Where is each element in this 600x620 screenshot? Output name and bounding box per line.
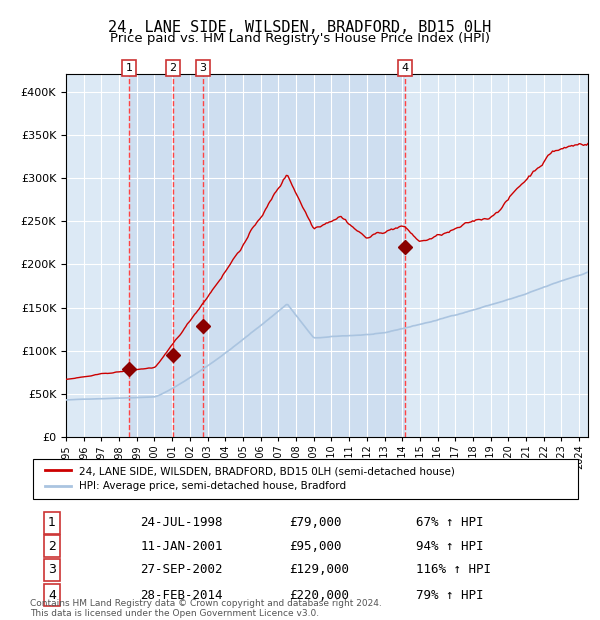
Text: 2: 2 <box>48 540 56 552</box>
Text: 116% ↑ HPI: 116% ↑ HPI <box>416 563 491 576</box>
FancyBboxPatch shape <box>33 459 578 498</box>
Text: Price paid vs. HM Land Registry's House Price Index (HPI): Price paid vs. HM Land Registry's House … <box>110 32 490 45</box>
Text: £95,000: £95,000 <box>289 540 342 552</box>
Text: 3: 3 <box>199 63 206 73</box>
Legend: 24, LANE SIDE, WILSDEN, BRADFORD, BD15 0LH (semi-detached house), HPI: Average p: 24, LANE SIDE, WILSDEN, BRADFORD, BD15 0… <box>41 462 460 495</box>
Text: 11-JAN-2001: 11-JAN-2001 <box>140 540 223 552</box>
Text: 27-SEP-2002: 27-SEP-2002 <box>140 563 223 576</box>
Text: 1: 1 <box>48 516 56 529</box>
Text: Contains HM Land Registry data © Crown copyright and database right 2024.
This d: Contains HM Land Registry data © Crown c… <box>30 599 382 618</box>
Text: 67% ↑ HPI: 67% ↑ HPI <box>416 516 484 529</box>
Text: 24-JUL-1998: 24-JUL-1998 <box>140 516 223 529</box>
Text: 94% ↑ HPI: 94% ↑ HPI <box>416 540 484 552</box>
Text: 4: 4 <box>401 63 409 73</box>
Text: 24, LANE SIDE, WILSDEN, BRADFORD, BD15 0LH: 24, LANE SIDE, WILSDEN, BRADFORD, BD15 0… <box>109 20 491 35</box>
Bar <box>129 74 405 437</box>
Text: 4: 4 <box>48 589 56 602</box>
Text: 3: 3 <box>48 563 56 576</box>
Text: 28-FEB-2014: 28-FEB-2014 <box>140 589 223 602</box>
Text: 1: 1 <box>125 63 133 73</box>
Text: 79% ↑ HPI: 79% ↑ HPI <box>416 589 484 602</box>
Text: £129,000: £129,000 <box>289 563 349 576</box>
Text: 2: 2 <box>169 63 176 73</box>
Text: £220,000: £220,000 <box>289 589 349 602</box>
Text: £79,000: £79,000 <box>289 516 342 529</box>
